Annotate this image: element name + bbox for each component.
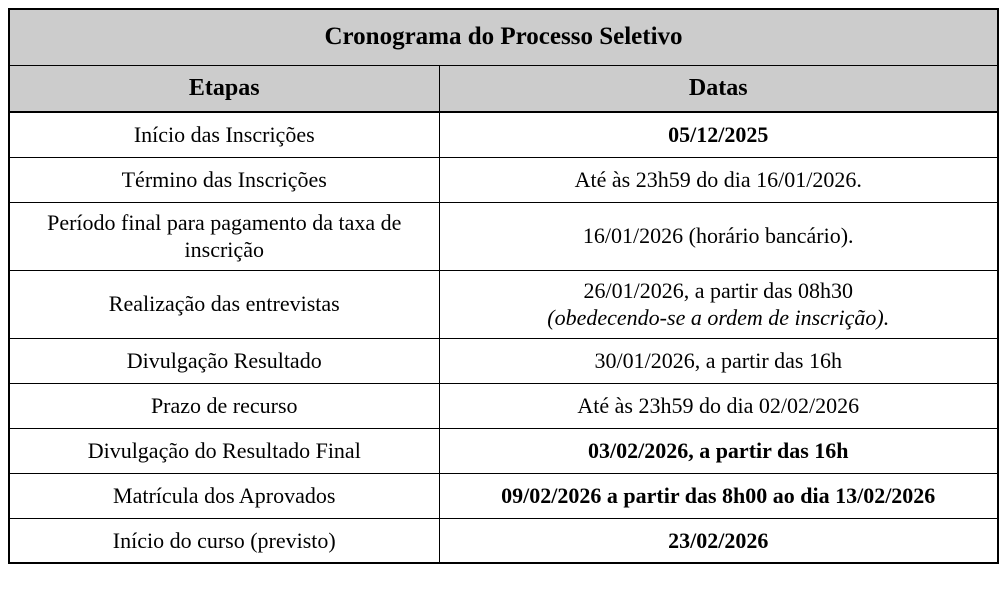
column-header-datas: Datas (438, 64, 999, 113)
stage-cell: Início do curso (previsto) (8, 517, 440, 564)
table-row: Início das Inscrições 05/12/2025 (8, 111, 999, 158)
date-cell: 23/02/2026 (438, 517, 999, 564)
date-note: (obedecendo-se a ordem de inscrição). (547, 305, 890, 330)
stage-cell: Divulgação Resultado (8, 337, 440, 384)
stage-cell: Realização das entrevistas (8, 269, 440, 339)
stage-cell: Término das Inscrições (8, 156, 440, 203)
date-cell: Até às 23h59 do dia 02/02/2026 (438, 382, 999, 429)
column-header-etapas: Etapas (8, 64, 440, 113)
date-cell: 09/02/2026 a partir das 8h00 ao dia 13/0… (438, 472, 999, 519)
stage-cell: Início das Inscrições (8, 111, 440, 158)
stage-cell: Período final para pagamento da taxa de … (8, 201, 440, 271)
date-text: 23/02/2026 (668, 527, 769, 553)
date-cell: Até às 23h59 do dia 16/01/2026. (438, 156, 999, 203)
date-cell: 03/02/2026, a partir das 16h (438, 427, 999, 474)
table-body: Início das Inscrições 05/12/2025 Término… (8, 111, 999, 564)
table-row: Término das Inscrições Até às 23h59 do d… (8, 156, 999, 203)
table-row: Período final para pagamento da taxa de … (8, 201, 999, 271)
stage-cell: Prazo de recurso (8, 382, 440, 429)
table-title: Cronograma do Processo Seletivo (8, 8, 999, 66)
date-text: Até às 23h59 do dia 16/01/2026. (574, 166, 862, 192)
date-cell: 30/01/2026, a partir das 16h (438, 337, 999, 384)
table-row: Prazo de recurso Até às 23h59 do dia 02/… (8, 382, 999, 429)
date-cell: 16/01/2026 (horário bancário). (438, 201, 999, 271)
date-text: 26/01/2026, a partir das 08h30 (583, 277, 853, 303)
column-header-row: Etapas Datas (8, 64, 999, 113)
table-title-row: Cronograma do Processo Seletivo (8, 8, 999, 66)
date-text: 30/01/2026, a partir das 16h (594, 347, 842, 373)
table-row: Divulgação do Resultado Final 03/02/2026… (8, 427, 999, 474)
table-row: Divulgação Resultado 30/01/2026, a parti… (8, 337, 999, 384)
date-text: 05/12/2025 (668, 122, 769, 147)
stage-cell: Matrícula dos Aprovados (8, 472, 440, 519)
date-text: 16/01/2026 (horário bancário). (582, 223, 854, 249)
schedule-table: Cronograma do Processo Seletivo Etapas D… (8, 8, 999, 564)
table-row: Realização das entrevistas 26/01/2026, a… (8, 269, 999, 339)
date-text: 09/02/2026 a partir das 8h00 ao dia 13/0… (501, 482, 936, 508)
date-text: 03/02/2026, a partir das 16h (587, 437, 849, 463)
date-cell: 05/12/2025 (438, 111, 999, 158)
table-row: Matrícula dos Aprovados 09/02/2026 a par… (8, 472, 999, 519)
date-text: Até às 23h59 do dia 02/02/2026 (577, 392, 860, 418)
date-cell: 26/01/2026, a partir das 08h30 (obedecen… (438, 269, 999, 339)
table-row: Início do curso (previsto) 23/02/2026 (8, 517, 999, 564)
stage-cell: Divulgação do Resultado Final (8, 427, 440, 474)
